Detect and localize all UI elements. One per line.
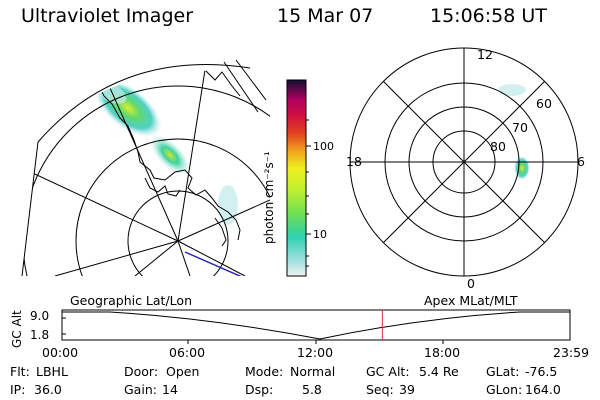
colorbar-ticks: [306, 119, 311, 267]
colorbar-unit-label: photon cm⁻²s⁻¹: [262, 151, 276, 244]
door-label: Door:: [124, 364, 159, 379]
dsp-label: Dsp:: [245, 382, 274, 397]
time-tick-label: 00:00: [42, 345, 79, 360]
polar-hour-lines: [350, 48, 578, 276]
altitude-frame: [61, 309, 571, 341]
seq-value: 39: [399, 382, 415, 397]
aurora-emission: [218, 185, 238, 225]
geographic-map: [22, 70, 270, 276]
gain-value: 14: [162, 382, 178, 397]
altitude-tick-label: 9.0: [30, 309, 50, 323]
altitude-trace: [62, 311, 570, 340]
filter-value: LBHL: [36, 364, 68, 379]
time-tick-label: 06:00: [169, 345, 206, 360]
polar-hour-label-0: 0: [467, 276, 475, 291]
time-tick-label: 23:59: [553, 345, 590, 360]
coastline: [95, 79, 241, 241]
latitude-circle: [75, 138, 270, 276]
dsp-value: 5.8: [302, 382, 322, 397]
left-map-label: Geographic Lat/Lon: [70, 293, 192, 308]
coastline: [204, 70, 241, 97]
polar-hour-label-12: 12: [477, 47, 493, 62]
glon-label: GLon:: [486, 382, 523, 397]
time-tick-label: 12:00: [297, 345, 334, 360]
meridian-lines: [22, 70, 270, 276]
ip-label: IP:: [10, 382, 26, 397]
polar-hour-label-6: 6: [577, 154, 585, 169]
terminator-line: [184, 251, 259, 276]
door-value: Open: [166, 364, 200, 379]
mode-label: Mode:: [245, 364, 284, 379]
mode-value: Normal: [290, 364, 336, 379]
coastline: [144, 177, 181, 197]
polar-lat-label-80: 80: [490, 139, 506, 154]
instrument-title: Ultraviolet Imager: [21, 5, 194, 27]
map-boundary: [223, 59, 267, 113]
aurora-emission: [149, 134, 191, 176]
polar-lat-label-60: 60: [536, 96, 552, 111]
aurora-emission: [498, 84, 526, 96]
coastline: [214, 217, 227, 247]
filter-label: Flt:: [10, 364, 30, 379]
seq-label: Seq:: [366, 382, 394, 397]
colorbar-tick-label: 10: [313, 228, 327, 241]
right-map-label: Apex MLat/MLT: [424, 293, 518, 308]
time-tick-label: 18:00: [424, 345, 461, 360]
altitude-strip: [61, 309, 571, 344]
polar-lat-label-70: 70: [512, 120, 528, 135]
ip-value: 36.0: [34, 382, 62, 397]
glat-value: -76.5: [525, 364, 558, 379]
time-label: 15:06:58 UT: [430, 5, 547, 27]
map-boundary: [21, 64, 251, 277]
altitude-tick-label: 1.8: [30, 328, 50, 342]
polar-hour-label-18: 18: [346, 154, 362, 169]
altitude-axis-label: GC Alt: [10, 310, 24, 348]
glon-value: 164.0: [525, 382, 561, 397]
colorbar: [286, 79, 307, 277]
glat-label: GLat:: [486, 364, 520, 379]
colorbar-tick-label: 100: [313, 140, 334, 153]
gain-label: Gain:: [124, 382, 157, 397]
polar-plot: [349, 47, 579, 277]
date-label: 15 Mar 07: [277, 5, 374, 27]
aurora-emission: [514, 156, 530, 180]
gc-alt-label: GC Alt:: [366, 364, 410, 379]
latitude-circle: [127, 190, 229, 276]
gc-alt-value: 5.4 Re: [419, 364, 459, 379]
